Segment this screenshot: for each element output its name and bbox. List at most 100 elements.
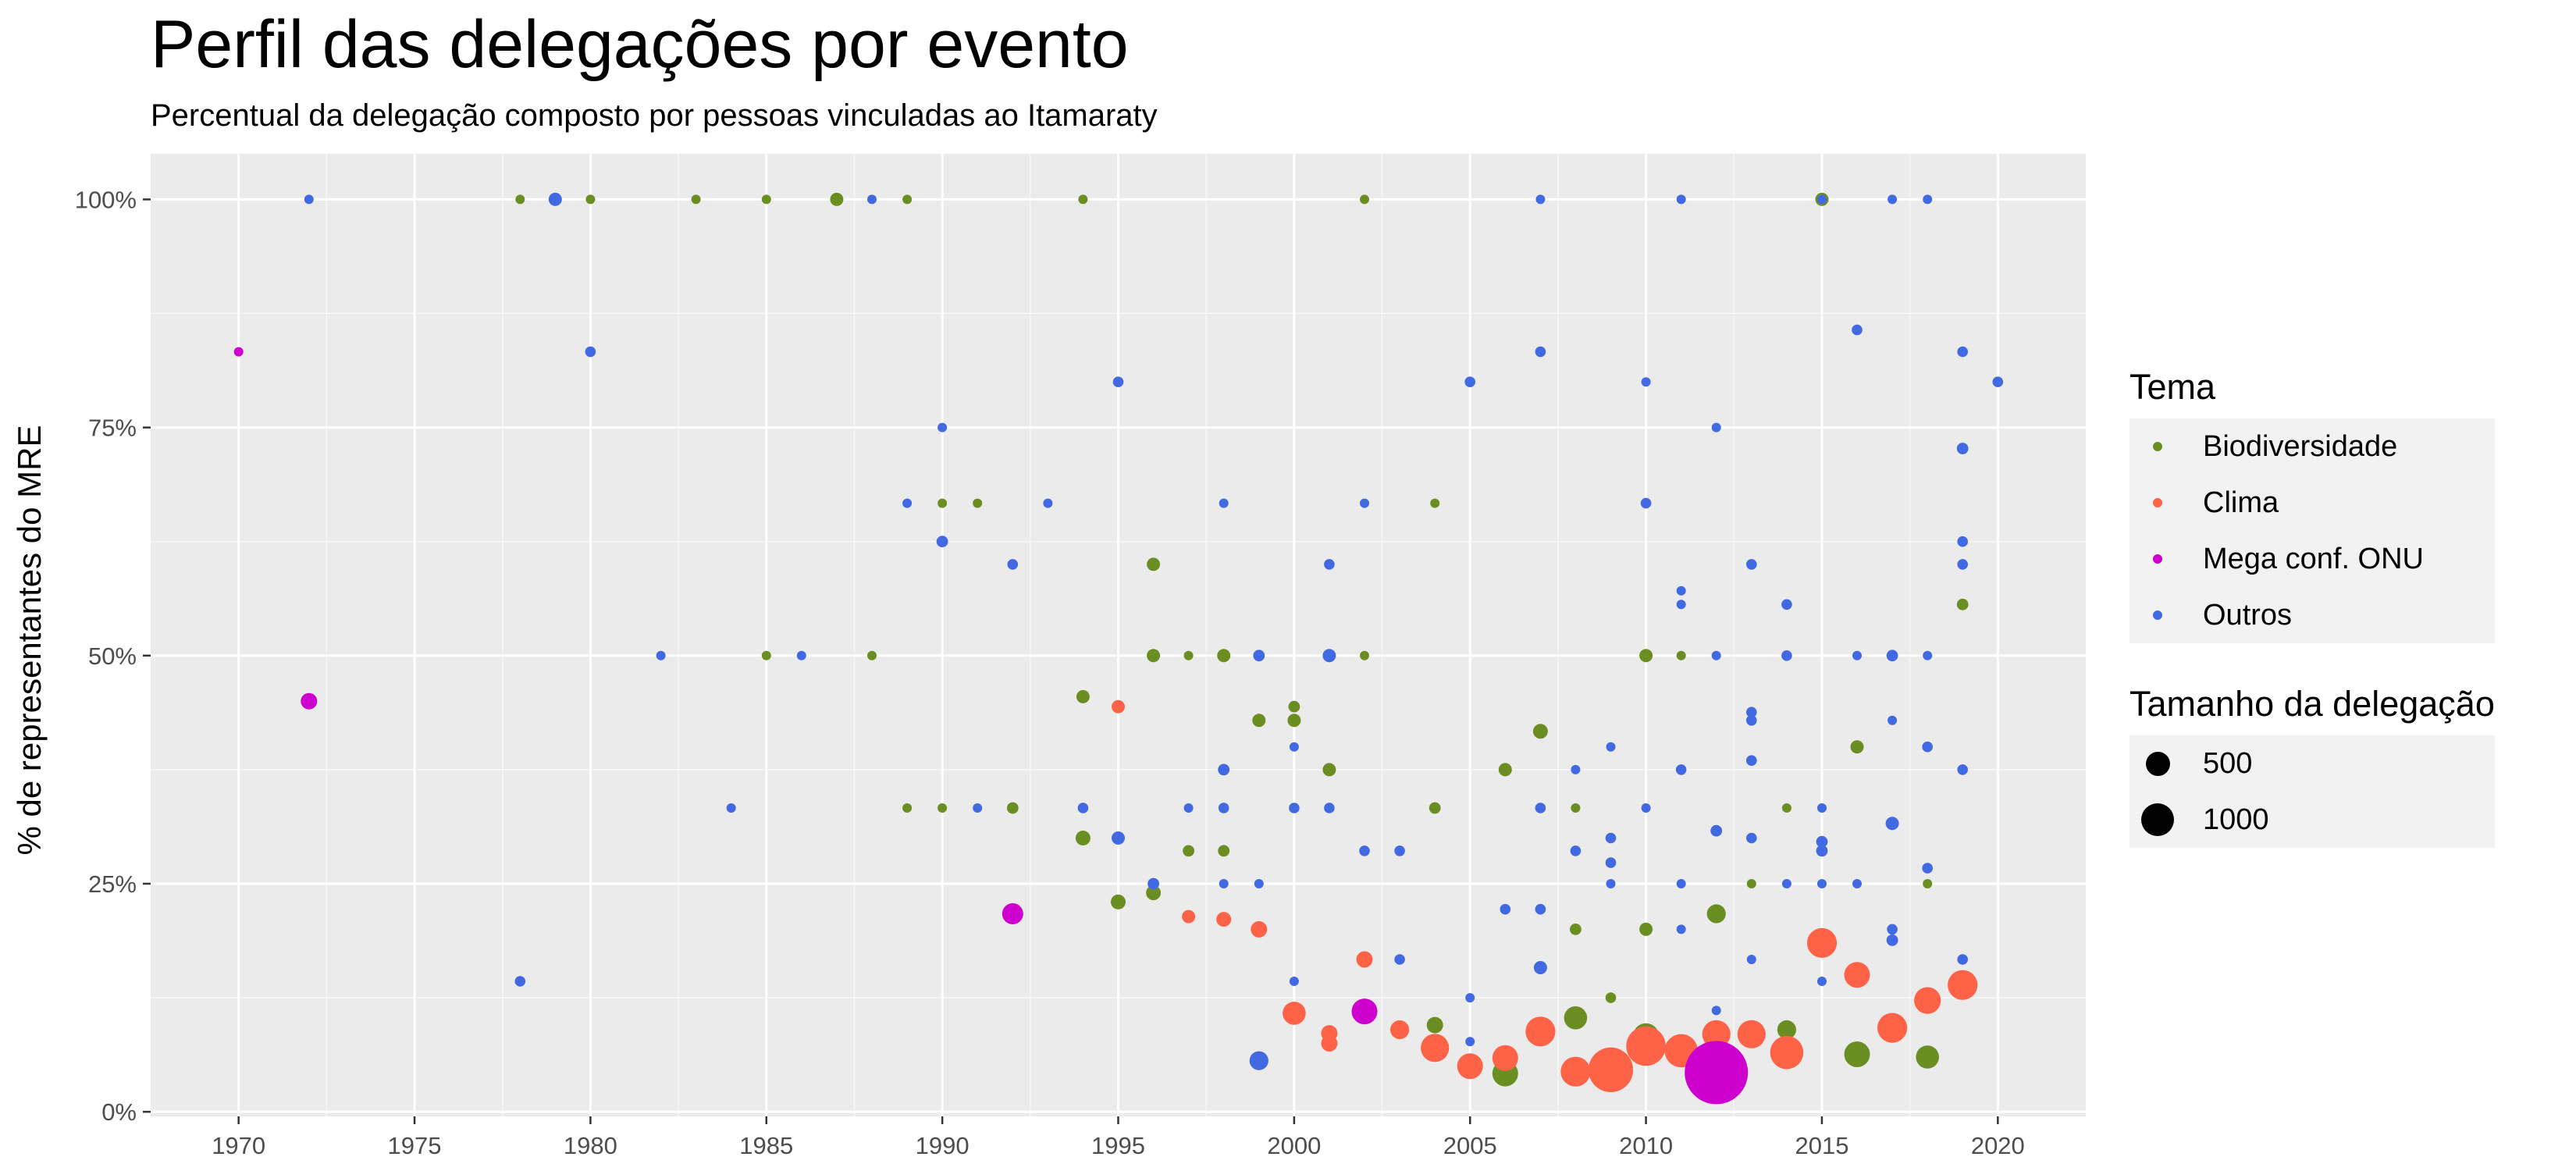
point-clima — [1421, 1034, 1450, 1062]
point-outros — [1676, 879, 1686, 888]
point-clima — [1283, 1002, 1306, 1025]
point-outros — [1886, 650, 1898, 662]
point-outros — [1219, 879, 1229, 888]
x-tick-label: 2020 — [1971, 1132, 2025, 1159]
legend-item-biodiversidade: Biodiversidade — [2129, 418, 2495, 475]
point-clima — [1321, 1035, 1338, 1052]
point-biodiversidade — [1252, 714, 1266, 728]
point-biodiversidade — [1746, 879, 1756, 888]
legend-item-size-500: 500 — [2129, 735, 2495, 792]
point-outros — [1676, 600, 1686, 610]
point-outros — [1852, 324, 1863, 336]
point-biodiversidade — [1426, 1016, 1443, 1034]
point-outros — [1324, 559, 1335, 570]
point-biodiversidade — [1570, 924, 1582, 935]
point-biodiversidade — [1075, 831, 1091, 845]
x-tick-label: 2010 — [1619, 1132, 1673, 1159]
point-outros — [1112, 376, 1124, 388]
point-outros — [548, 192, 562, 206]
point-outros — [1711, 422, 1721, 432]
point-mega-conf-onu — [1685, 1041, 1749, 1105]
point-outros — [1852, 879, 1862, 888]
point-clima — [1525, 1016, 1556, 1047]
point-outros — [1746, 755, 1757, 766]
legend-label: 1000 — [2203, 803, 2269, 836]
x-tick-label: 1975 — [388, 1132, 442, 1159]
point-clima — [1390, 1020, 1410, 1040]
point-outros — [1249, 1051, 1268, 1070]
point-outros — [1043, 498, 1053, 508]
point-outros — [1324, 803, 1335, 813]
point-mega-conf-onu — [1002, 903, 1023, 924]
chart-subtitle: Percentual da delegação composto por pes… — [151, 98, 1158, 133]
point-biodiversidade — [1183, 650, 1194, 660]
point-biodiversidade — [1147, 557, 1161, 571]
point-outros — [1816, 845, 1828, 857]
legend-key — [2129, 475, 2186, 531]
point-biodiversidade — [1781, 803, 1791, 813]
color-legend-keys: Biodiversidade Clima Mega conf. ONU Outr… — [2129, 418, 2495, 643]
data-points — [233, 192, 2004, 1105]
legend-swatch — [2153, 610, 2162, 620]
legend-label: Mega conf. ONU — [2203, 542, 2424, 575]
x-tick-label: 1970 — [212, 1132, 265, 1159]
color-legend-title: Tema — [2129, 367, 2216, 407]
point-biodiversidade — [761, 650, 771, 660]
y-tick-label: 0% — [101, 1098, 137, 1126]
point-outros — [1888, 194, 1898, 205]
size-legend: Tamanho da delegação 500 1000 — [2129, 684, 2495, 848]
point-outros — [1535, 903, 1546, 915]
point-outros — [1992, 376, 2004, 388]
point-biodiversidade — [1006, 802, 1019, 814]
legend-item-mega-conf-onu: Mega conf. ONU — [2129, 531, 2495, 587]
point-outros — [1781, 599, 1792, 610]
point-clima — [1588, 1047, 1634, 1092]
point-outros — [796, 650, 806, 660]
point-outros — [1816, 835, 1828, 848]
point-biodiversidade — [902, 194, 913, 205]
point-outros — [1254, 879, 1264, 888]
point-outros — [1817, 803, 1827, 813]
point-outros — [1289, 742, 1299, 752]
point-outros — [1183, 803, 1194, 813]
y-tick-label: 25% — [88, 870, 137, 898]
x-tick-label: 1990 — [916, 1132, 970, 1159]
legend-label: Biodiversidade — [2203, 429, 2398, 463]
y-tick-label: 75% — [88, 415, 137, 442]
point-clima — [1457, 1053, 1483, 1080]
point-outros — [1817, 977, 1827, 986]
point-outros — [1888, 715, 1898, 725]
point-outros — [1781, 650, 1792, 661]
color-legend: Tema Biodiversidade Clima Mega conf. ONU — [2129, 367, 2495, 643]
point-outros — [1535, 194, 1546, 205]
point-outros — [1922, 741, 1933, 753]
point-biodiversidade — [1218, 845, 1230, 857]
legend-swatch — [2153, 442, 2162, 451]
grid-major — [151, 154, 2086, 1116]
size-legend-title: Tamanho da delegação — [2129, 684, 2495, 724]
point-biodiversidade — [1532, 724, 1548, 739]
point-outros — [1253, 650, 1265, 662]
legend-label: Outros — [2203, 598, 2293, 632]
point-clima — [1112, 699, 1125, 714]
point-clima — [1251, 920, 1268, 938]
point-biodiversidade — [585, 194, 596, 205]
legend-key — [2129, 587, 2186, 643]
legend-swatch — [2153, 554, 2162, 564]
point-outros — [1817, 879, 1827, 888]
point-outros — [902, 498, 913, 508]
point-biodiversidade — [938, 803, 948, 813]
point-outros — [1465, 1037, 1475, 1047]
chart-title: Perfil das delegações por evento — [151, 7, 1129, 82]
point-biodiversidade — [902, 803, 913, 813]
legend-key — [2129, 735, 2186, 792]
point-clima — [1356, 951, 1373, 968]
point-biodiversidade — [1360, 194, 1369, 205]
point-outros — [1746, 707, 1757, 718]
legend-swatch — [2153, 498, 2162, 507]
point-biodiversidade — [1605, 992, 1617, 1003]
point-outros — [1957, 954, 1968, 965]
point-clima — [1844, 962, 1870, 988]
grid-minor — [151, 154, 2086, 1116]
